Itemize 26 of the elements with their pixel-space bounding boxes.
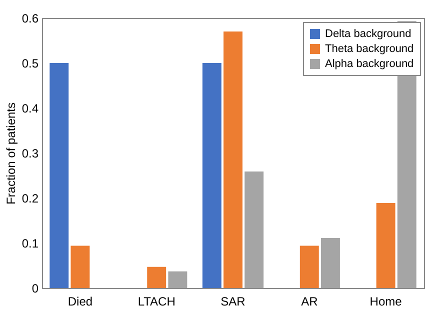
bar — [168, 271, 188, 288]
x-tick-label: Died — [68, 294, 93, 308]
x-tick-label: AR — [301, 294, 318, 308]
bar — [244, 171, 264, 288]
legend-label: Theta background — [325, 43, 414, 55]
y-tick-label: 0.3 — [22, 146, 39, 160]
bar — [147, 266, 166, 288]
x-tick-label: LTACH — [138, 294, 176, 308]
x-tick-label: Home — [370, 294, 402, 308]
legend-label: Delta background — [325, 28, 412, 40]
y-axis-title: Fraction of patients — [4, 102, 18, 205]
x-tick-label: SAR — [220, 294, 246, 308]
y-tick-label: 0.5 — [22, 56, 39, 70]
y-tick-label: 0.4 — [22, 102, 39, 116]
y-tick-label: 0 — [32, 282, 39, 296]
bar — [320, 238, 340, 288]
legend-label: Alpha background — [325, 58, 414, 70]
bar — [50, 63, 69, 288]
y-tick-label: 0.1 — [22, 236, 39, 250]
bar — [376, 202, 396, 288]
bar — [300, 246, 319, 288]
y-tick-label: 0.6 — [22, 12, 39, 26]
bar — [202, 63, 222, 288]
y-tick-label: 0.2 — [22, 192, 39, 206]
bar — [224, 32, 242, 288]
bar — [70, 246, 90, 288]
